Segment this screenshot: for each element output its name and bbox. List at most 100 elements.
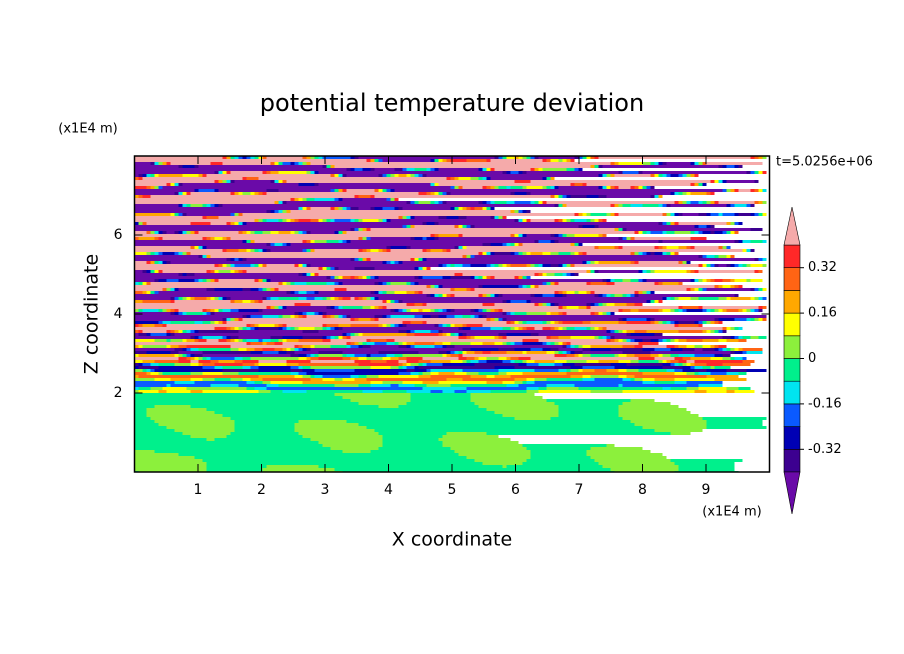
field-band	[490, 207, 495, 210]
field-band	[694, 348, 703, 351]
field-band	[566, 345, 571, 348]
field-band	[698, 162, 703, 165]
field-band	[294, 423, 359, 426]
field-band	[230, 327, 235, 330]
field-band	[550, 336, 559, 339]
field-band	[550, 321, 555, 324]
field-band	[370, 339, 387, 342]
field-band	[266, 243, 271, 246]
field-band	[686, 174, 691, 177]
field-band	[262, 231, 271, 234]
field-band	[322, 324, 327, 327]
field-band	[406, 168, 415, 171]
field-band	[230, 345, 295, 348]
field-band	[406, 291, 415, 294]
field-band	[666, 321, 671, 324]
field-band	[170, 261, 383, 264]
field-band	[418, 201, 431, 204]
field-band	[330, 267, 335, 270]
field-band	[534, 327, 543, 330]
field-band	[530, 201, 535, 204]
field-band	[682, 348, 695, 351]
field-band	[638, 186, 643, 189]
field-band	[670, 252, 675, 255]
field-band	[434, 222, 439, 225]
field-band	[366, 357, 383, 360]
field-band	[554, 303, 559, 306]
field-band	[270, 297, 279, 300]
field-band	[470, 264, 487, 267]
field-band	[222, 369, 259, 372]
field-band	[490, 177, 543, 180]
field-band	[654, 357, 675, 360]
field-band	[638, 357, 655, 360]
field-band	[318, 357, 343, 360]
field-band	[630, 237, 635, 240]
field-band	[602, 327, 607, 330]
field-band	[522, 285, 527, 288]
field-band	[242, 315, 247, 318]
field-band	[470, 327, 491, 330]
field-band	[402, 363, 407, 366]
field-band	[442, 285, 479, 288]
field-band	[330, 174, 335, 177]
field-band	[358, 249, 363, 252]
field-band	[746, 279, 751, 282]
field-band	[214, 411, 495, 414]
field-band	[134, 420, 155, 423]
field-band	[526, 156, 531, 159]
field-band	[526, 171, 619, 174]
field-band	[342, 354, 347, 357]
field-band	[290, 372, 299, 375]
field-band	[322, 375, 351, 378]
field-band	[566, 360, 587, 363]
field-band	[642, 252, 647, 255]
field-band	[358, 345, 363, 348]
x-tick-label: 7	[575, 482, 584, 498]
field-band	[614, 162, 619, 165]
field-band	[530, 456, 591, 459]
field-band	[282, 348, 287, 351]
field-band	[430, 192, 435, 195]
field-band	[146, 186, 151, 189]
field-band	[522, 360, 527, 363]
field-band	[154, 324, 163, 327]
field-band	[314, 171, 319, 174]
field-band	[202, 255, 207, 258]
field-band	[610, 204, 615, 207]
field-band	[174, 429, 235, 432]
field-band	[354, 267, 375, 270]
field-band	[582, 213, 587, 216]
field-band	[302, 312, 307, 315]
field-band	[734, 357, 743, 360]
field-band	[134, 288, 163, 291]
field-band	[402, 309, 407, 312]
field-band	[550, 327, 555, 330]
field-band	[498, 369, 535, 372]
field-band	[542, 177, 547, 180]
field-band	[586, 291, 591, 294]
field-band	[758, 318, 763, 321]
field-band	[454, 207, 459, 210]
field-band	[538, 363, 555, 366]
field-band	[342, 327, 459, 330]
field-band	[722, 348, 727, 351]
field-band	[386, 189, 391, 192]
field-band	[314, 273, 319, 276]
field-band	[710, 231, 715, 234]
field-band	[474, 351, 483, 354]
field-band	[414, 384, 427, 387]
field-band	[698, 288, 703, 291]
field-band	[446, 378, 463, 381]
field-band	[314, 327, 323, 330]
field-band	[694, 372, 699, 375]
field-band	[150, 186, 155, 189]
field-band	[222, 171, 227, 174]
field-band	[202, 372, 223, 375]
field-band	[374, 267, 415, 270]
field-band	[382, 306, 387, 309]
field-band	[758, 306, 763, 309]
field-band	[654, 381, 675, 384]
field-band	[358, 195, 371, 198]
field-band	[706, 390, 727, 393]
